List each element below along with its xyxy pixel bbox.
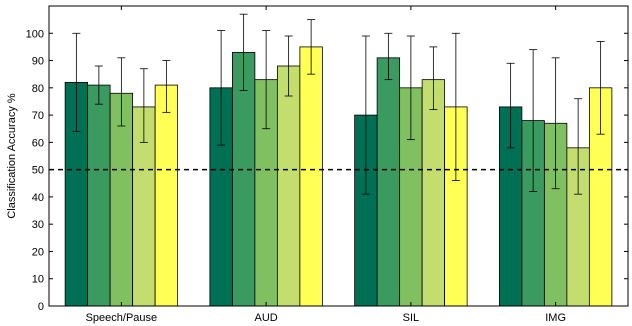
y-tick-label: 90 [32, 56, 44, 68]
bars-layer [64, 46, 613, 307]
y-tick-label: 70 [32, 110, 44, 122]
y-tick-label: 80 [32, 83, 44, 95]
error-bars-layer [72, 13, 605, 195]
bar [299, 46, 323, 307]
bar [421, 79, 446, 307]
bar [87, 84, 111, 307]
y-tick-label: 20 [32, 246, 44, 258]
y-tick-label: 0 [38, 301, 44, 313]
bar [376, 57, 401, 307]
bar [276, 65, 301, 307]
y-tick-label: 30 [32, 219, 44, 231]
x-axis: Speech/Pause AUD SIL IMG [86, 6, 566, 324]
y-tick-label: 10 [32, 274, 44, 286]
x-tick-label: SIL [403, 312, 420, 324]
x-tick-label: Speech/Pause [86, 312, 158, 324]
y-tick-label: 60 [32, 137, 44, 149]
y-tick-label: 100 [26, 28, 44, 40]
bar [154, 84, 179, 307]
y-axis: 0 10 20 30 40 50 60 70 80 90 100 [26, 28, 628, 313]
x-tick-label: IMG [545, 312, 566, 324]
y-tick-label: 40 [32, 192, 44, 204]
x-tick-label: AUD [255, 312, 278, 324]
y-axis-label: Classification Accuracy % [6, 93, 18, 219]
plot-frame [48, 5, 629, 307]
y-tick-label: 50 [32, 165, 44, 177]
